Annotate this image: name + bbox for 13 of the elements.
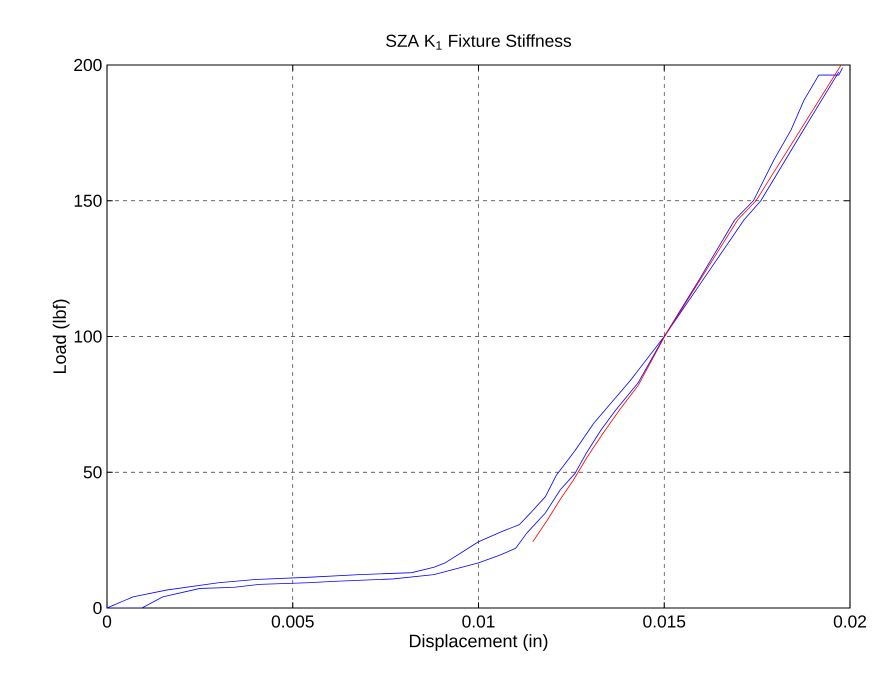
x-tick-label: 0 — [102, 615, 112, 628]
x-tick-label: 0.02 — [834, 615, 866, 628]
y-tick-label: 100 — [74, 330, 102, 343]
chart-title: SZA K$_{1}$ Fixture Stiffness — [386, 34, 572, 50]
x-tick-label: 0.005 — [272, 615, 314, 628]
y-axis-title: Load (lbf) — [52, 300, 70, 374]
y-tick-label: 50 — [84, 466, 102, 478]
y-tick-label: 200 — [74, 58, 102, 72]
x-axis-title: Displacement (in) — [410, 634, 548, 651]
y-tick-label: 0 — [93, 602, 102, 614]
x-tick-label: 0.015 — [643, 615, 686, 628]
x-tick-label: 0.01 — [462, 615, 495, 628]
y-tick-label: 150 — [74, 194, 102, 207]
